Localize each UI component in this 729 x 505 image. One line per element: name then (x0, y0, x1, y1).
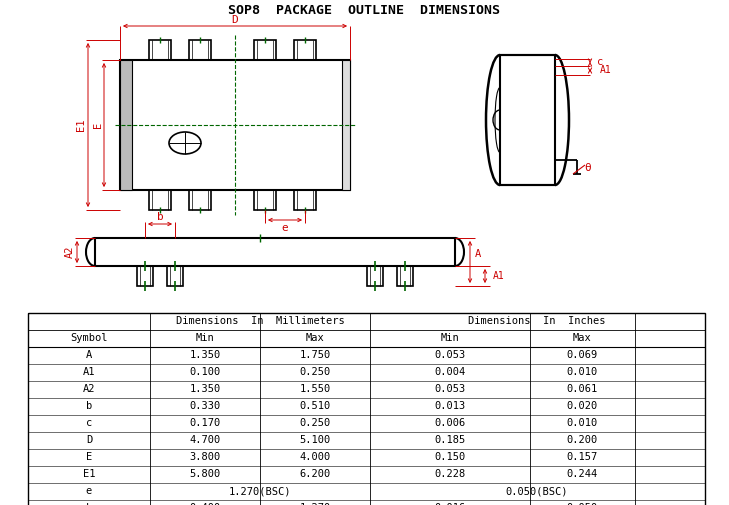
Text: Max: Max (305, 333, 324, 343)
Text: 0.050: 0.050 (566, 503, 598, 505)
Text: Dimensions  In  Inches: Dimensions In Inches (468, 316, 606, 326)
Bar (137, 266, 153, 286)
Text: 0.010: 0.010 (566, 418, 598, 428)
Text: D: D (232, 15, 238, 25)
Text: 0.150: 0.150 (434, 452, 466, 462)
Text: 4.700: 4.700 (190, 435, 221, 445)
Text: 0.050(BSC): 0.050(BSC) (506, 486, 568, 496)
Bar (149, 190, 171, 210)
Text: 4.000: 4.000 (300, 452, 331, 462)
Bar (120, 60, 350, 190)
Text: 0.004: 0.004 (434, 367, 466, 377)
Text: Max: Max (572, 333, 591, 343)
Text: 0.200: 0.200 (566, 435, 598, 445)
Text: A: A (86, 350, 92, 360)
Text: 0.053: 0.053 (434, 384, 466, 394)
Text: 0.010: 0.010 (566, 367, 598, 377)
Text: 0.053: 0.053 (434, 350, 466, 360)
Text: E1: E1 (76, 119, 86, 131)
Text: 1.270(BSC): 1.270(BSC) (229, 486, 292, 496)
Text: 6.200: 6.200 (300, 469, 331, 479)
Bar (342, 60, 350, 190)
Bar (120, 60, 132, 190)
Text: 1.270: 1.270 (300, 503, 331, 505)
Text: b: b (157, 212, 163, 222)
Text: c: c (597, 57, 603, 67)
Text: 1.750: 1.750 (300, 350, 331, 360)
Text: 0.250: 0.250 (300, 367, 331, 377)
Text: 0.400: 0.400 (190, 503, 221, 505)
Text: 1.350: 1.350 (190, 384, 221, 394)
Text: θ: θ (585, 163, 591, 173)
Text: 0.069: 0.069 (566, 350, 598, 360)
Text: 0.170: 0.170 (190, 418, 221, 428)
Text: A1: A1 (83, 367, 95, 377)
Bar (149, 40, 171, 60)
Text: 0.100: 0.100 (190, 367, 221, 377)
Text: 0.250: 0.250 (300, 418, 331, 428)
Text: Symbol: Symbol (70, 333, 108, 343)
Bar (189, 190, 211, 210)
Text: A: A (475, 249, 481, 259)
Text: Min: Min (195, 333, 214, 343)
Text: 0.061: 0.061 (566, 384, 598, 394)
Text: Min: Min (440, 333, 459, 343)
Text: e: e (86, 486, 92, 496)
Text: E: E (93, 122, 103, 128)
Text: A2: A2 (65, 246, 75, 258)
Text: b: b (86, 401, 92, 411)
Text: 5.100: 5.100 (300, 435, 331, 445)
Text: e: e (281, 223, 289, 233)
Bar (28, 313, 705, 505)
Text: 0.013: 0.013 (434, 401, 466, 411)
Text: 3.800: 3.800 (190, 452, 221, 462)
Text: 1.350: 1.350 (190, 350, 221, 360)
Bar (294, 190, 316, 210)
Text: SOP8  PACKAGE  OUTLINE  DIMENSIONS: SOP8 PACKAGE OUTLINE DIMENSIONS (228, 4, 500, 17)
Text: L: L (86, 503, 92, 505)
Text: 0.016: 0.016 (434, 503, 466, 505)
Text: D: D (86, 435, 92, 445)
Bar (367, 266, 383, 286)
Text: 0.330: 0.330 (190, 401, 221, 411)
Text: 1.550: 1.550 (300, 384, 331, 394)
Text: 5.800: 5.800 (190, 469, 221, 479)
Bar (254, 190, 276, 210)
Bar (189, 40, 211, 60)
Text: 0.006: 0.006 (434, 418, 466, 428)
Text: c: c (86, 418, 92, 428)
Text: Dimensions  In  Millimeters: Dimensions In Millimeters (176, 316, 344, 326)
Bar (167, 266, 183, 286)
Bar (254, 40, 276, 60)
Bar (397, 266, 413, 286)
Text: 0.510: 0.510 (300, 401, 331, 411)
Bar (500, 55, 555, 185)
Text: E1: E1 (83, 469, 95, 479)
Text: A1: A1 (600, 65, 612, 75)
Text: 0.157: 0.157 (566, 452, 598, 462)
Bar (294, 40, 316, 60)
Bar (95, 238, 455, 266)
Text: A2: A2 (83, 384, 95, 394)
Text: 0.020: 0.020 (566, 401, 598, 411)
Text: A1: A1 (493, 271, 504, 281)
Text: 0.228: 0.228 (434, 469, 466, 479)
Text: 0.244: 0.244 (566, 469, 598, 479)
Text: E: E (86, 452, 92, 462)
Text: 0.185: 0.185 (434, 435, 466, 445)
